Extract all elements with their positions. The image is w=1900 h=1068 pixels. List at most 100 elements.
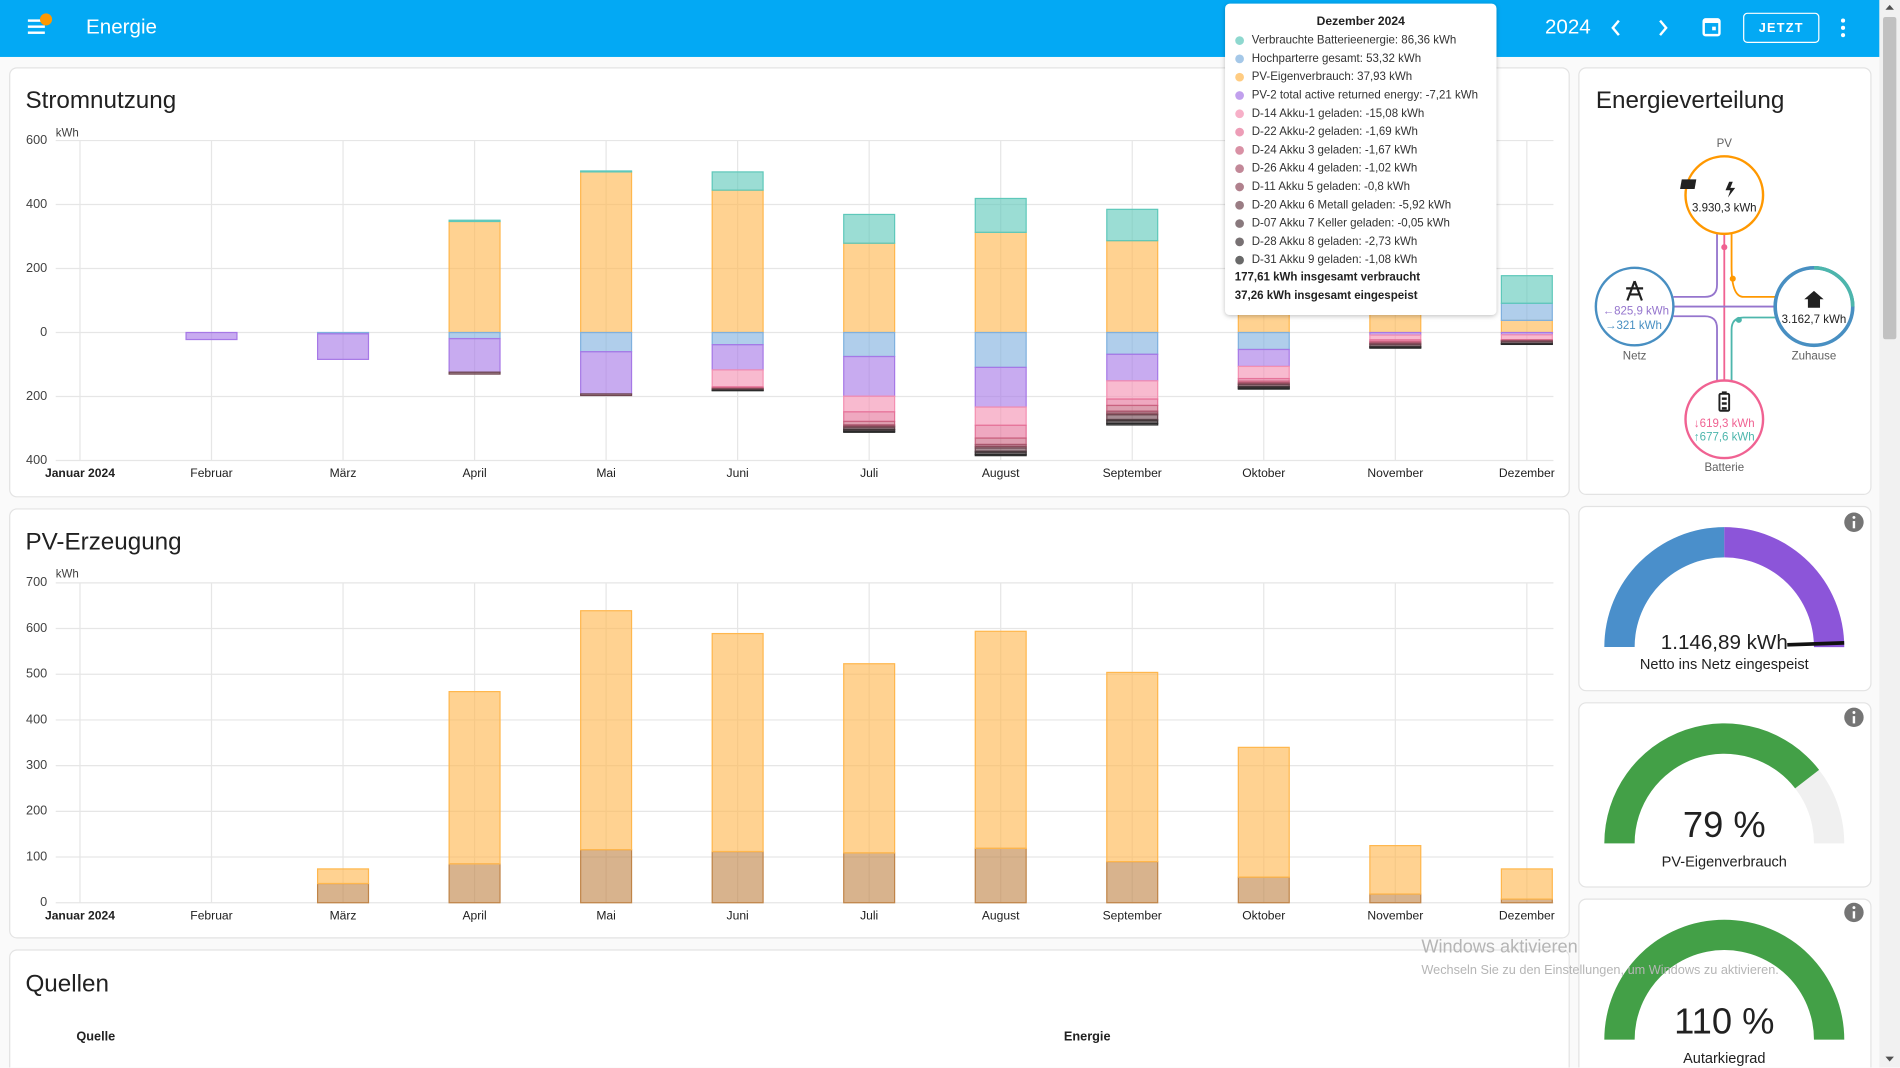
- bar-segment: [1500, 302, 1553, 321]
- bar-segment: [711, 171, 764, 191]
- bar-segment: [580, 393, 633, 397]
- bar-segment: [1237, 746, 1290, 878]
- flow-line: [1730, 316, 1776, 381]
- node-value: →321 kWh: [1605, 320, 1662, 332]
- calendar-icon-day: [1712, 26, 1716, 31]
- house: [1804, 290, 1824, 308]
- bar-segment: [316, 868, 370, 885]
- scroll-up[interactable]: [1885, 4, 1894, 10]
- now-button[interactable]: [1743, 12, 1820, 44]
- node-label: Batterie: [1704, 462, 1744, 474]
- bar-segment: [448, 691, 501, 865]
- info-glyph: [1852, 716, 1856, 724]
- x-tick-label: Juli: [860, 908, 878, 922]
- tooltip-item: D-07 Akku 7 Keller geladen: -0,05 kWh: [1252, 218, 1450, 230]
- tooltip-item: PV-2 total active returned energy: -7,21…: [1252, 90, 1478, 102]
- x-tick-label: Dezember: [1499, 466, 1555, 480]
- bar-segment: [1106, 422, 1159, 426]
- bar-segment: [1500, 334, 1553, 341]
- tooltip-total: 177,61 kWh insgesamt verbraucht: [1235, 272, 1421, 284]
- bar-segment: [1237, 331, 1290, 351]
- bar-segment: [843, 355, 896, 397]
- y-tick-label: 400: [26, 196, 47, 211]
- watermark-title: Windows aktivieren: [1421, 936, 1577, 956]
- bar-segment: [843, 213, 896, 244]
- bar-segment: [580, 849, 633, 904]
- node-value: 3.162,7 kWh: [1782, 314, 1847, 326]
- tooltip-box: [1225, 3, 1497, 316]
- bar-segment: [1106, 404, 1159, 412]
- overflow-menu[interactable]: [1840, 18, 1846, 38]
- battery-node[interactable]: [1684, 379, 1765, 460]
- gauge-needle: [1787, 641, 1845, 647]
- bar-segment: [580, 351, 633, 395]
- sources-title: Quellen: [25, 971, 108, 998]
- bar-segment: [448, 220, 501, 334]
- header-title: Energie: [86, 15, 157, 38]
- info-button[interactable]: [1844, 512, 1864, 532]
- tooltip-swatch: [1235, 146, 1244, 155]
- chart-title: PV-Erzeugung: [25, 528, 181, 555]
- bar-segment: [974, 630, 1027, 849]
- gauge-value: [1604, 919, 1845, 1040]
- gauge-value: [1604, 723, 1820, 844]
- tower: [1626, 280, 1644, 301]
- tooltip-item: D-11 Akku 5 geladen: -0,8 kWh: [1252, 181, 1410, 193]
- header-year: 2024: [1545, 15, 1591, 38]
- info-button[interactable]: [1844, 707, 1864, 728]
- tooltip-item: D-14 Akku-1 geladen: -15,08 kWh: [1252, 108, 1425, 120]
- y-tick-label: 700: [26, 574, 47, 589]
- scrollbar-thumb[interactable]: [1883, 16, 1897, 340]
- x-tick-label: Juni: [727, 466, 749, 480]
- node-label: Zuhause: [1792, 350, 1837, 362]
- tooltip-item: D-20 Akku 6 Metall geladen: -5,92 kWh: [1252, 199, 1451, 211]
- info-button[interactable]: [1844, 902, 1864, 923]
- bar-segment: [974, 366, 1027, 408]
- gauge-card: [1578, 898, 1872, 1068]
- battery-level: [1721, 402, 1727, 405]
- tooltip-item: D-22 Akku-2 geladen: -1,69 kWh: [1252, 126, 1418, 138]
- bar-chart: Januar 2024 Februar März April Mai Juni Juli Au…: [45, 582, 1555, 922]
- tooltip-swatch: [1235, 36, 1244, 45]
- menu-button[interactable]: [27, 13, 53, 34]
- bar-segment: [1369, 334, 1422, 341]
- tooltip-item: D-28 Akku 8 geladen: -2,73 kWh: [1252, 236, 1418, 248]
- bar-segment: [1237, 387, 1290, 390]
- x-tick-label: Juni: [727, 908, 749, 922]
- tooltip-total: 37,26 kWh insgesamt eingespeist: [1235, 290, 1418, 302]
- bar-segment: [1106, 208, 1159, 242]
- bar-segment: [448, 371, 501, 375]
- column-header: Energie: [1064, 1029, 1111, 1044]
- prev-button[interactable]: [1611, 19, 1620, 36]
- tooltip-item: D-26 Akku 4 geladen: -1,02 kWh: [1252, 163, 1418, 175]
- x-tick-label: August: [982, 466, 1020, 480]
- bar-segment: [1500, 319, 1553, 334]
- x-tick-label: November: [1367, 466, 1423, 480]
- calendar-button[interactable]: [1702, 18, 1721, 37]
- notification-dot: [39, 13, 53, 26]
- tooltip-swatch: [1235, 109, 1244, 119]
- grid-node[interactable]: [1594, 266, 1675, 347]
- tooltip-item: Verbrauchte Batterieenergie: 86,36 kWh: [1252, 35, 1457, 47]
- next-button[interactable]: [1659, 19, 1668, 36]
- info-glyph: [1852, 515, 1856, 519]
- gauge-name: Netto ins Netz eingespeist: [1640, 657, 1809, 673]
- bar-segment: [1106, 414, 1159, 421]
- x-tick-label: Dezember: [1499, 908, 1555, 922]
- info-glyph: [1852, 906, 1856, 910]
- flow-lines: [1673, 233, 1776, 381]
- pv-node[interactable]: [1684, 155, 1765, 236]
- pv-card: [9, 508, 1570, 939]
- bar-segment: [1106, 380, 1159, 400]
- y-tick-label: 300: [26, 757, 47, 772]
- home-icon: [1804, 290, 1824, 308]
- sources-card: [9, 949, 1570, 1068]
- scroll-down[interactable]: [1885, 1056, 1894, 1062]
- bar-segment: [1237, 348, 1290, 368]
- bolt: [1725, 181, 1736, 198]
- bar-segment: [1369, 893, 1422, 904]
- home-node-segment: [1813, 265, 1855, 307]
- bar-segment: [580, 170, 633, 173]
- bar-segment: [843, 331, 896, 358]
